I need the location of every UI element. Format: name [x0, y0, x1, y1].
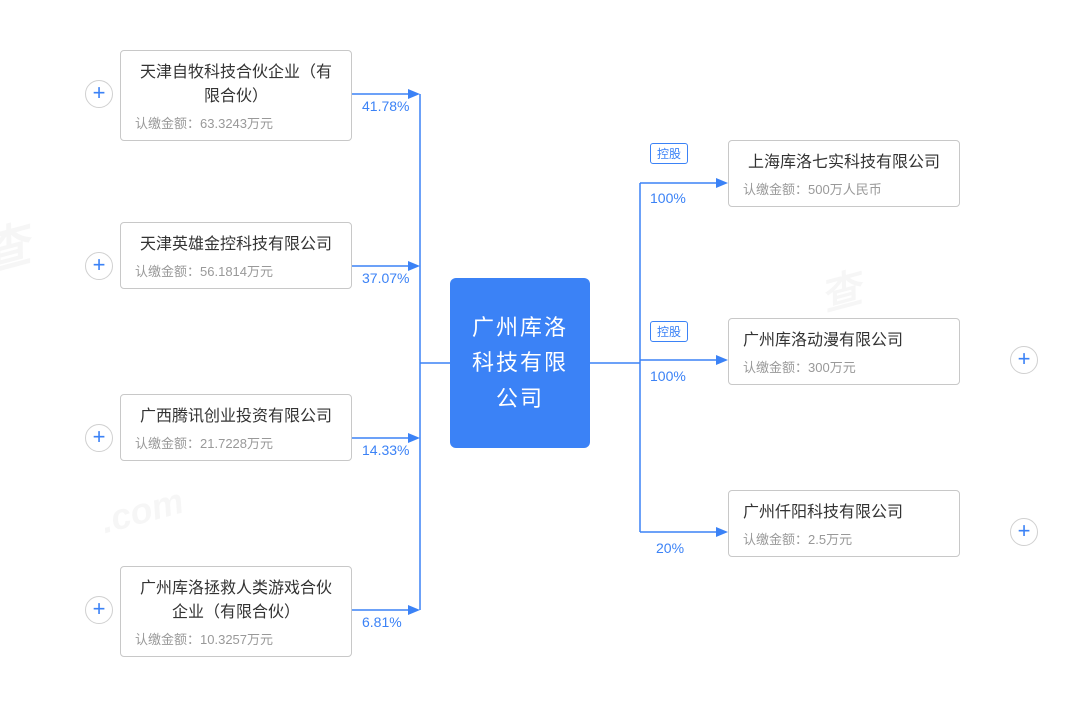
parent-node[interactable]: 天津自牧科技合伙企业（有限合伙） 认缴金额：63.3243万元 [120, 50, 352, 141]
child-node[interactable]: 广州仟阳科技有限公司 认缴金额：2.5万元 [728, 490, 960, 557]
expand-icon[interactable]: + [85, 252, 113, 280]
parent-title: 广州库洛拯救人类游戏合伙企业（有限合伙） [135, 577, 337, 625]
parent-title: 天津自牧科技合伙企业（有限合伙） [135, 61, 337, 109]
parent-node[interactable]: 广州库洛拯救人类游戏合伙企业（有限合伙） 认缴金额：10.3257万元 [120, 566, 352, 657]
parent-sub: 认缴金额：10.3257万元 [135, 629, 337, 648]
parent-sub: 认缴金额：56.1814万元 [135, 261, 337, 280]
parent-title: 广西腾讯创业投资有限公司 [135, 405, 337, 429]
child-sub: 认缴金额：500万人民币 [743, 179, 945, 198]
ownership-pct: 6.81% [362, 614, 402, 630]
parent-sub: 认缴金额：21.7228万元 [135, 433, 337, 452]
ownership-pct: 100% [650, 190, 686, 206]
holding-badge: 控股 [650, 321, 688, 342]
ownership-pct: 37.07% [362, 270, 409, 286]
watermark: 查 [813, 256, 867, 322]
child-title: 广州仟阳科技有限公司 [743, 501, 945, 525]
child-title: 广州库洛动漫有限公司 [743, 329, 945, 353]
holding-badge: 控股 [650, 143, 688, 164]
child-node[interactable]: 上海库洛七实科技有限公司 认缴金额：500万人民币 [728, 140, 960, 207]
parent-node[interactable]: 天津英雄金控科技有限公司 认缴金额：56.1814万元 [120, 222, 352, 289]
expand-icon[interactable]: + [85, 80, 113, 108]
parent-node[interactable]: 广西腾讯创业投资有限公司 认缴金额：21.7228万元 [120, 394, 352, 461]
ownership-pct: 20% [656, 540, 684, 556]
watermark: .com [96, 480, 188, 542]
watermark: 查 [0, 205, 36, 285]
ownership-pct: 100% [650, 368, 686, 384]
expand-icon[interactable]: + [85, 424, 113, 452]
ownership-pct: 41.78% [362, 98, 409, 114]
expand-icon[interactable]: + [1010, 518, 1038, 546]
parent-title: 天津英雄金控科技有限公司 [135, 233, 337, 257]
child-title: 上海库洛七实科技有限公司 [743, 151, 945, 175]
expand-icon[interactable]: + [1010, 346, 1038, 374]
child-sub: 认缴金额：2.5万元 [743, 529, 945, 548]
parent-sub: 认缴金额：63.3243万元 [135, 113, 337, 132]
expand-icon[interactable]: + [85, 596, 113, 624]
child-node[interactable]: 广州库洛动漫有限公司 认缴金额：300万元 [728, 318, 960, 385]
child-sub: 认缴金额：300万元 [743, 357, 945, 376]
center-company: 广州库洛 科技有限 公司 [450, 278, 590, 448]
center-company-name: 广州库洛 科技有限 公司 [472, 310, 568, 416]
ownership-pct: 14.33% [362, 442, 409, 458]
